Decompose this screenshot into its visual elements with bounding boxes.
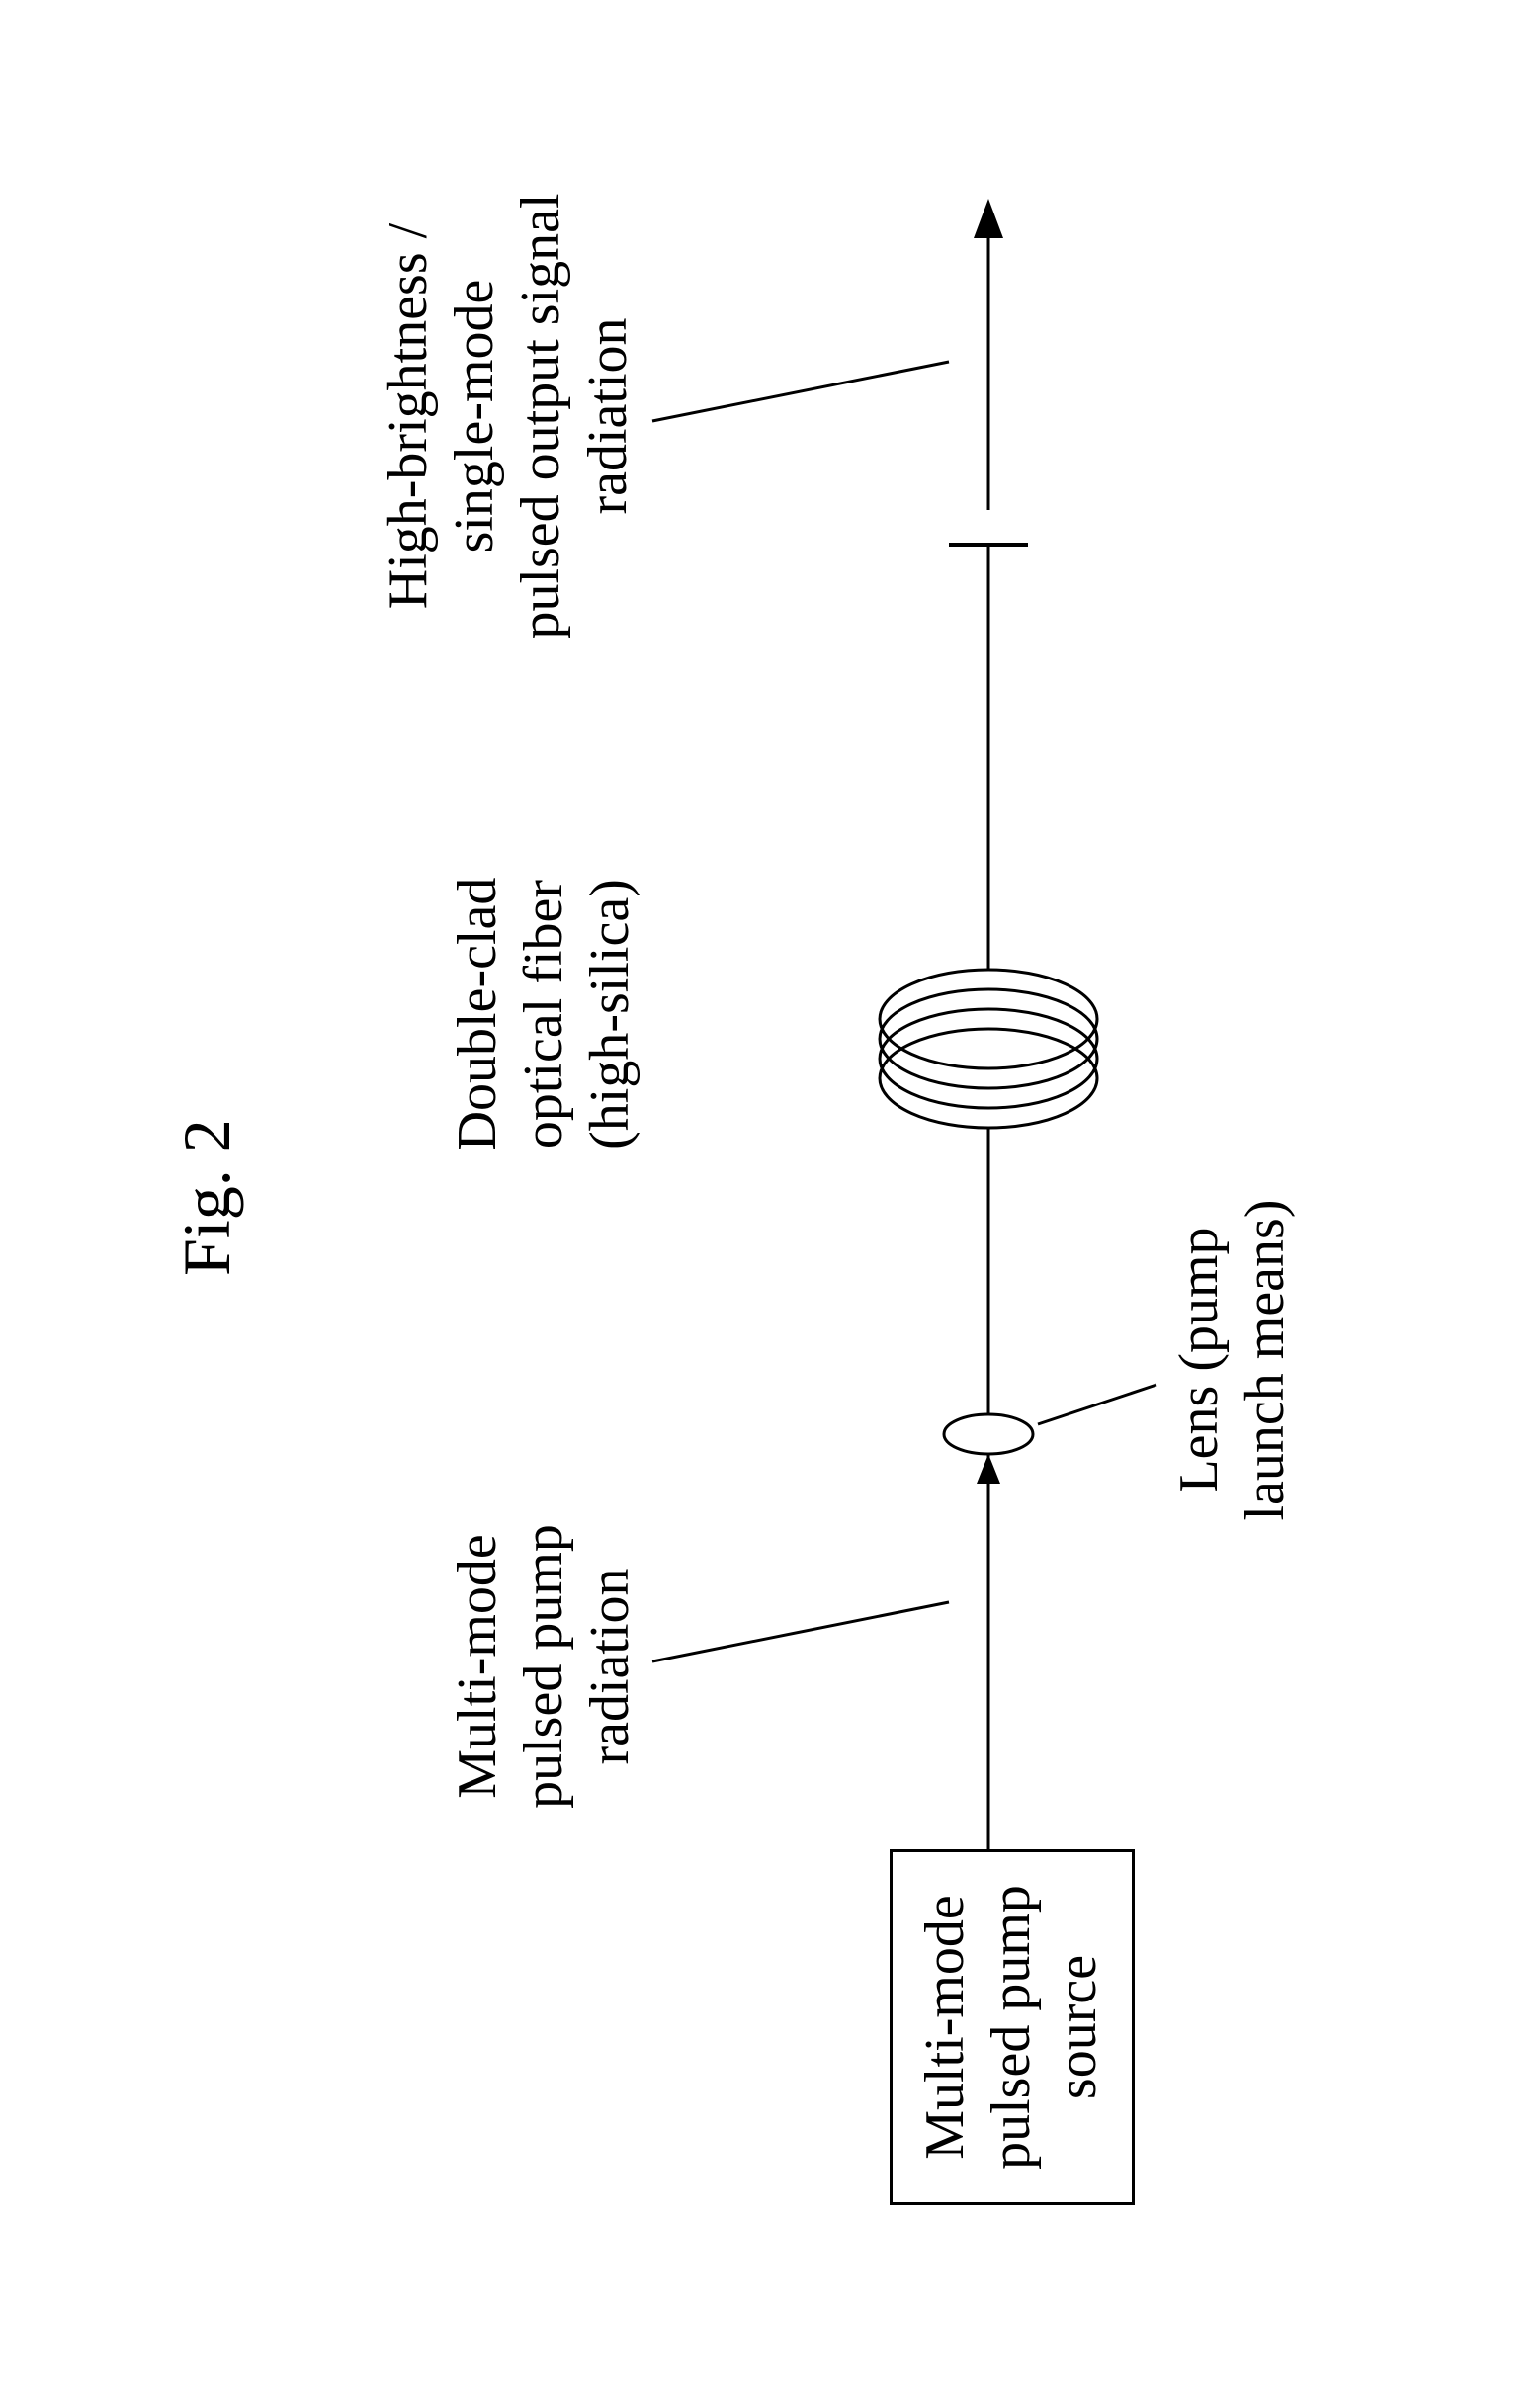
diagram-svg bbox=[0, 0, 1540, 2383]
diagram-content: Fig. 2 Multi-modepulsed pumpsource Multi… bbox=[0, 0, 1540, 2383]
leader-pump-radiation bbox=[652, 1602, 949, 1661]
leader-output bbox=[652, 362, 949, 421]
output-arrowhead bbox=[974, 199, 1003, 238]
fiber-coil-icon bbox=[880, 970, 1097, 1128]
figure-container: Fig. 2 Multi-modepulsed pumpsource Multi… bbox=[0, 0, 1540, 2383]
arrow-into-lens bbox=[977, 1454, 1000, 1484]
lens-icon bbox=[944, 1414, 1033, 1454]
leader-lens bbox=[1038, 1385, 1156, 1424]
